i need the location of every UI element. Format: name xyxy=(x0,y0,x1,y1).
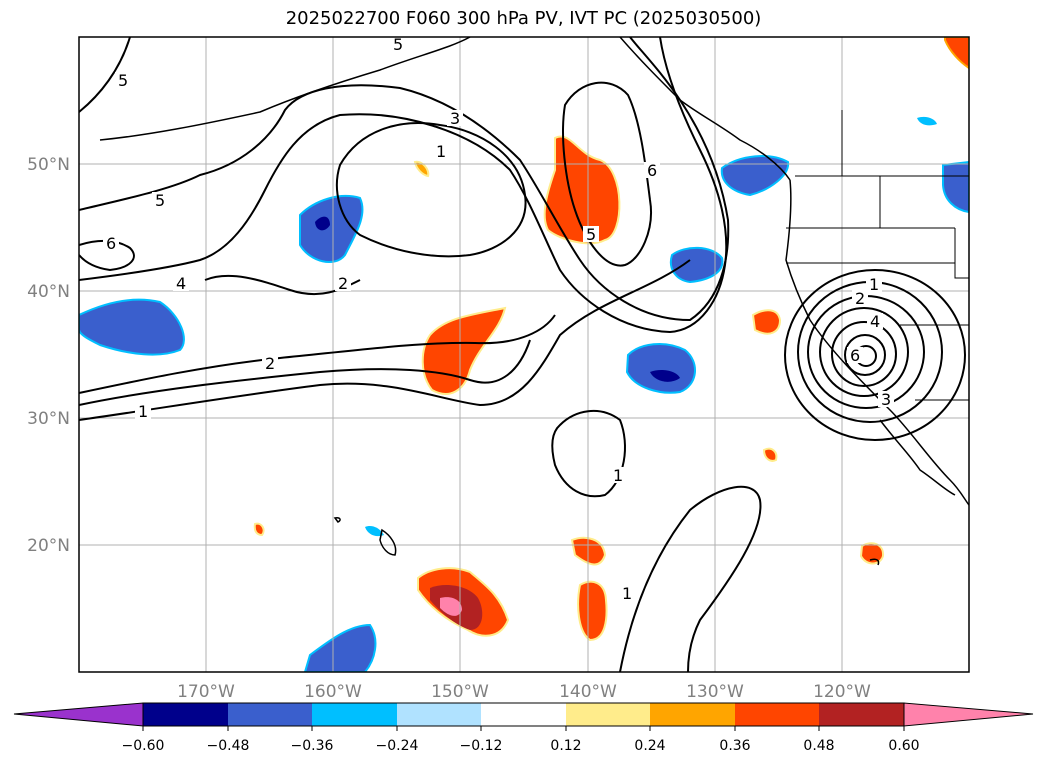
lon-label-130w: 130°W xyxy=(686,682,744,702)
lon-label-140w: 140°W xyxy=(559,682,617,702)
contour-label: 5 xyxy=(155,191,165,210)
lon-label-170w: 170°W xyxy=(177,682,235,702)
lon-label-160w: 160°W xyxy=(304,682,362,702)
colorbar-tick-label: −0.12 xyxy=(460,738,503,754)
colorbar-segment xyxy=(143,703,228,726)
map-title: 2025022700 F060 300 hPa PV, IVT PC (2025… xyxy=(285,8,762,29)
colorbar: −0.60 −0.48 −0.36 −0.24 −0.12 0.12 0.24 … xyxy=(13,702,1034,754)
contour-label: 1 xyxy=(138,402,148,421)
lon-label-120w: 120°W xyxy=(813,682,871,702)
colorbar-tick-label: 0.60 xyxy=(888,738,919,754)
colorbar-tick-label: 0.24 xyxy=(634,738,665,754)
colorbar-segment xyxy=(397,703,481,726)
contour-label: 5 xyxy=(586,225,596,244)
contour-label: 1 xyxy=(869,275,879,294)
map-frame xyxy=(78,36,970,673)
colorbar-extend-high xyxy=(903,702,1034,727)
colorbar-tick-label: 0.48 xyxy=(803,738,834,754)
contour-label: 2 xyxy=(855,289,865,308)
colorbar-segment xyxy=(650,703,735,726)
latitude-labels: 50°N 40°N 30°N 20°N xyxy=(27,155,70,556)
colorbar-segment xyxy=(819,703,904,726)
colorbar-tick-label: 0.12 xyxy=(550,738,581,754)
map-panel: 5 5 3 1 6 5 6 4 2 2 1 1 1 5 xyxy=(79,35,969,672)
contour-label: 3 xyxy=(881,390,891,409)
colorbar-ticks xyxy=(142,726,905,731)
cyclone-contours xyxy=(784,269,966,441)
lat-label-40n: 40°N xyxy=(27,282,70,302)
colorbar-tick-label: 0.36 xyxy=(719,738,750,754)
colorbar-segment xyxy=(312,703,397,726)
contour-label: 5 xyxy=(393,35,403,54)
colorbar-tick-label: −0.24 xyxy=(376,738,419,754)
colorbar-extend-low xyxy=(13,702,144,727)
positive-anomaly-shading xyxy=(253,37,969,642)
contour-label: 4 xyxy=(176,274,186,293)
colorbar-segment xyxy=(228,703,312,726)
contour-labels: 5 5 3 1 6 5 6 4 2 2 1 1 1 5 xyxy=(103,35,894,603)
contour-label: 4 xyxy=(870,312,880,331)
contour-label: 6 xyxy=(647,161,657,180)
contour-label: 1 xyxy=(613,466,623,485)
colorbar-tick-label: −0.36 xyxy=(291,738,334,754)
graticule xyxy=(79,37,969,672)
contour-label: 6 xyxy=(106,234,116,253)
longitude-labels: 170°W 160°W 150°W 140°W 130°W 120°W xyxy=(177,682,871,702)
lon-label-150w: 150°W xyxy=(431,682,489,702)
negative-anomaly-shading xyxy=(79,116,969,672)
contour-label: 3 xyxy=(450,109,460,128)
contour-label: 1 xyxy=(436,142,446,161)
colorbar-frame xyxy=(142,702,905,727)
contour-label: 2 xyxy=(338,274,348,293)
colorbar-tick-label: −0.48 xyxy=(207,738,250,754)
contour-label: 1 xyxy=(622,584,632,603)
lat-label-30n: 30°N xyxy=(27,409,70,429)
colorbar-segment xyxy=(566,703,650,726)
lat-label-20n: 20°N xyxy=(27,536,70,556)
contour-label: 2 xyxy=(265,354,275,373)
lat-label-50n: 50°N xyxy=(27,155,70,175)
colorbar-tick-label: −0.60 xyxy=(122,738,165,754)
colorbar-segment xyxy=(735,703,819,726)
colorbar-segment xyxy=(481,703,566,726)
contour-label: 6 xyxy=(850,346,860,365)
political-borders xyxy=(786,110,969,401)
contour-label: 5 xyxy=(118,71,128,90)
